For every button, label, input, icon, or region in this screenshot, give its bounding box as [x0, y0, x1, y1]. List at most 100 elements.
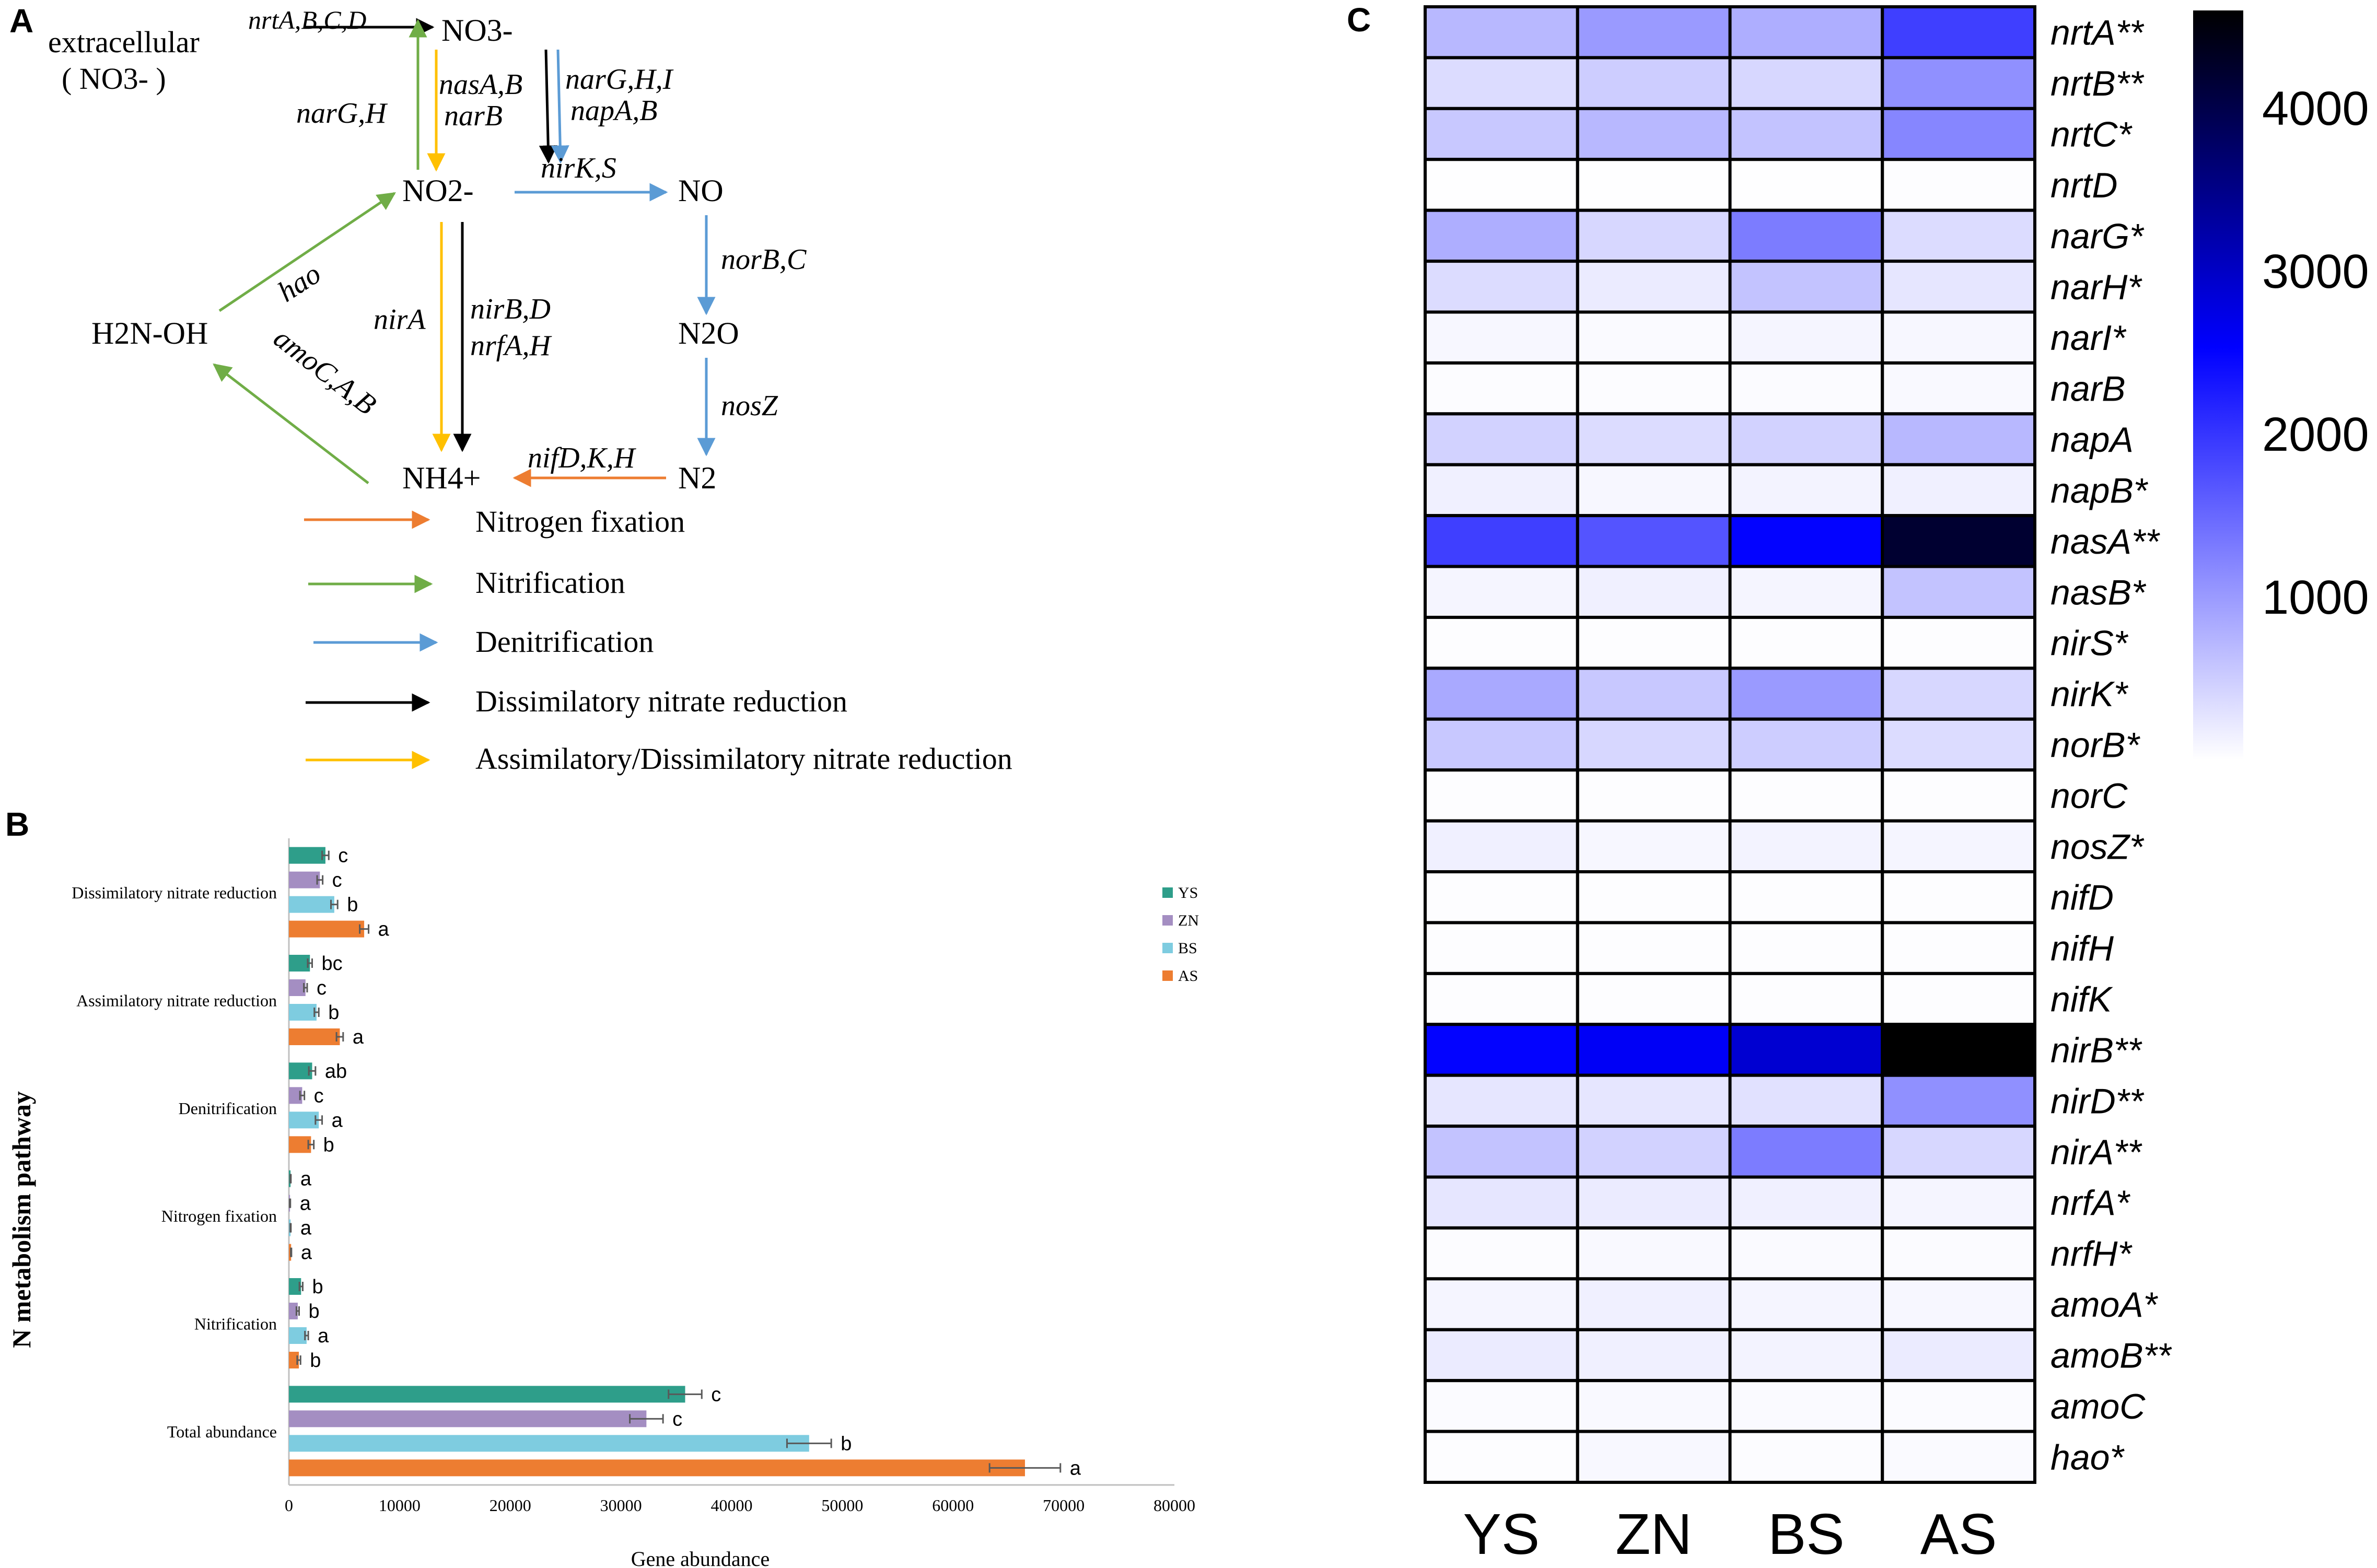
heatmap-cell — [1576, 107, 1732, 161]
heatmap-cell — [1424, 5, 1579, 60]
heatmap-cell — [1881, 412, 2036, 466]
panel-label-a: A — [9, 2, 33, 40]
heatmap-cell — [1576, 260, 1732, 314]
heatmap-row-label: napA — [2050, 420, 2134, 460]
heatmap-cell — [1424, 768, 1579, 823]
significance-letter: c — [672, 1408, 682, 1430]
bar-bs — [289, 896, 334, 913]
heatmap-cell — [1424, 260, 1579, 314]
heatmap-row-label: norC — [2050, 776, 2128, 816]
heatmap-cell — [1576, 1328, 1732, 1383]
panel-a: A extracellular ( NO3- ) NO3- NO2- NO N2… — [9, 2, 1012, 776]
heatmap-cell — [1881, 921, 2036, 975]
heatmap-cell — [1728, 208, 1884, 263]
legend-swatch-bs — [1162, 943, 1173, 953]
node-n2: N2 — [678, 461, 716, 495]
significance-letter: b — [841, 1433, 852, 1455]
heatmap-row-label: narB — [2050, 369, 2126, 409]
node-nh4: NH4+ — [402, 461, 481, 495]
heatmap-cell — [1576, 463, 1732, 518]
node-n2o: N2O — [678, 316, 739, 350]
legend-label-denitrification: Denitrification — [475, 625, 654, 659]
heatmap-cell — [1424, 463, 1579, 518]
bar-as — [289, 1136, 311, 1153]
heatmap-cell — [1424, 1328, 1579, 1383]
bar-zn — [289, 1410, 647, 1427]
heatmap-cell — [1881, 1023, 2036, 1077]
heatmap-cell — [1576, 5, 1732, 60]
heatmap-cell — [1576, 412, 1732, 466]
heatmap-row-label: nirD** — [2050, 1081, 2145, 1121]
heatmap-cell — [1728, 412, 1884, 466]
heatmap-cell — [1576, 1277, 1732, 1331]
heatmap-cell — [1728, 717, 1884, 772]
legend-label-nitrification: Nitrification — [475, 566, 625, 600]
heatmap-cell — [1728, 56, 1884, 110]
heatmap-cell — [1881, 1379, 2036, 1433]
heatmap-cell — [1728, 1430, 1884, 1484]
bar-zn — [289, 871, 320, 888]
heatmap-cell — [1424, 565, 1579, 619]
bar-as — [289, 1352, 299, 1368]
legend-label-assimilatory: Assimilatory/Dissimilatory nitrate reduc… — [475, 742, 1012, 776]
label-norbc: norB,C — [721, 243, 807, 276]
heatmap-cell — [1424, 1023, 1579, 1077]
heatmap-row-label: nirA** — [2050, 1132, 2142, 1172]
heatmap-cell — [1424, 717, 1579, 772]
heatmap-cell — [1424, 972, 1579, 1026]
heatmap-cell — [1881, 1226, 2036, 1281]
heatmap-row-label: napB* — [2050, 471, 2149, 510]
heatmap-cell — [1576, 870, 1732, 925]
heatmap-cell — [1881, 565, 2036, 619]
x-tick-label: 0 — [285, 1496, 293, 1515]
legend-label-bs: BS — [1178, 940, 1197, 957]
label-hao: hao — [272, 258, 327, 309]
category-label: Assimilatory nitrate reduction — [76, 991, 277, 1010]
legend-swatch-as — [1162, 970, 1173, 981]
heatmap-cell — [1576, 310, 1732, 365]
panel-label-c: C — [1347, 1, 1371, 39]
significance-letter: a — [300, 1218, 312, 1239]
category-label: Dissimilatory nitrate reduction — [72, 883, 277, 902]
heatmap-cell — [1881, 310, 2036, 365]
heatmap-cell — [1424, 310, 1579, 365]
heatmap-cell — [1576, 921, 1732, 975]
heatmap-row-label: nifH — [2050, 929, 2114, 968]
label-narb: narB — [444, 100, 503, 132]
category-label: Total abundance — [167, 1422, 277, 1441]
significance-letter: c — [332, 870, 342, 892]
heatmap-cell — [1728, 768, 1884, 823]
heatmap-cell — [1424, 1430, 1579, 1484]
heatmap-column-label: YS — [1463, 1502, 1540, 1566]
colorbar: 1000 2000 3000 4000 — [2193, 10, 2369, 760]
bar-chart: 0 10000 20000 30000 40000 50000 60000 70000 8000… — [7, 838, 1199, 1568]
heatmap-cell — [1576, 208, 1732, 263]
heatmap-cell — [1424, 1073, 1579, 1128]
node-extracellular: extracellular — [48, 25, 200, 59]
heatmap-row-label: nrfA* — [2050, 1183, 2131, 1223]
label-nosz: nosZ — [721, 390, 778, 422]
heatmap-cell — [1424, 1175, 1579, 1230]
heatmap-cell — [1576, 615, 1732, 670]
heatmap-cell — [1881, 56, 2036, 110]
heatmap-cell — [1881, 1175, 2036, 1230]
heatmap-row-label: nifD — [2050, 878, 2114, 918]
node-no2: NO2- — [402, 173, 474, 208]
heatmap-cell — [1728, 1023, 1884, 1077]
heatmap-row-label: amoC — [2050, 1387, 2146, 1426]
heatmap-cell — [1881, 1125, 2036, 1179]
heatmap-cell — [1728, 361, 1884, 416]
colorbar-gradient — [2193, 10, 2243, 760]
heatmap-cell — [1728, 565, 1884, 619]
colorbar-tick-label: 2000 — [2262, 408, 2369, 461]
heatmap-cell — [1728, 666, 1884, 721]
heatmap-row-label: nrtC* — [2050, 115, 2133, 155]
heatmap-cell — [1424, 208, 1579, 263]
legend-swatch-ys — [1162, 887, 1173, 898]
node-no: NO — [678, 173, 724, 208]
significance-letter: a — [332, 1109, 343, 1131]
legend-label-zn: ZN — [1178, 912, 1199, 929]
heatmap-cell — [1728, 1277, 1884, 1331]
node-extracellular-no3: ( NO3- ) — [62, 62, 166, 96]
